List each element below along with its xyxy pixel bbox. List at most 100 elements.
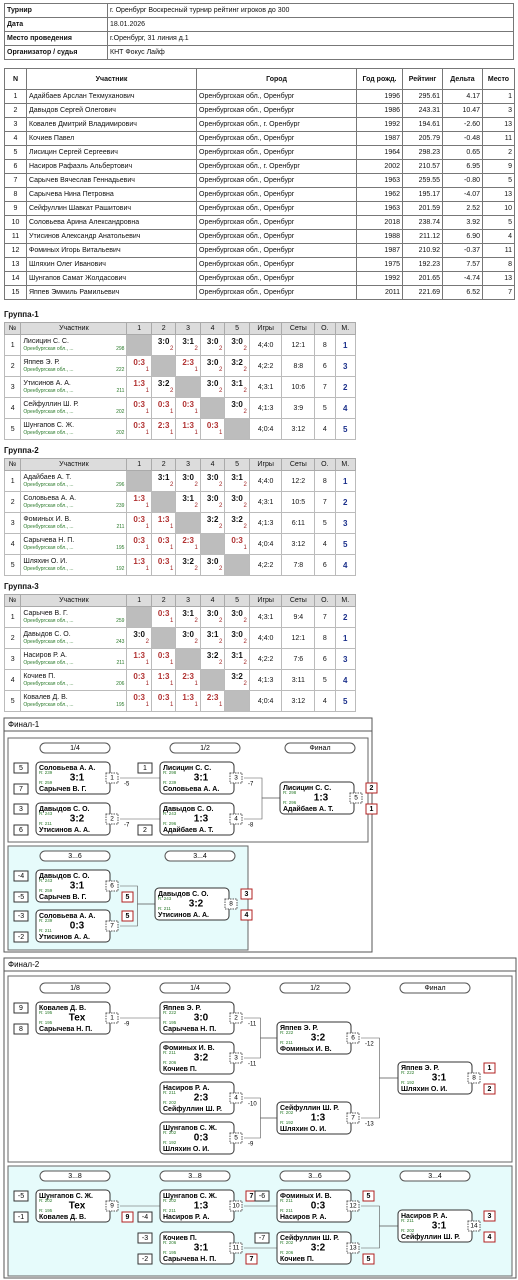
player-name: Сарычев В. Г. Оренбургская обл., ... 259 bbox=[20, 606, 128, 628]
result-cell: 3:2 2 bbox=[224, 512, 250, 534]
place: 4 bbox=[334, 554, 357, 576]
seed-box bbox=[13, 931, 29, 943]
result-cell: 1:3 1 bbox=[175, 418, 201, 440]
player-name: Утисинов А. А. bbox=[158, 912, 209, 919]
points: 2 bbox=[219, 346, 223, 352]
player-name: Давыдов С. О. Оренбургская обл., ... 243 bbox=[20, 627, 128, 649]
header-cell: Место bbox=[482, 68, 515, 90]
points: 2 bbox=[219, 566, 223, 572]
score: 0:3 bbox=[133, 358, 145, 367]
result-cell: 0:3 1 bbox=[150, 690, 177, 712]
result-cell: 3:2 2 bbox=[224, 355, 250, 377]
loser-destination: -12 bbox=[365, 1042, 374, 1048]
points: 1 bbox=[145, 660, 149, 666]
city-line: Оренбургская обл., ... 195 bbox=[23, 545, 124, 552]
row-number: 5 bbox=[3, 690, 22, 712]
player-cell: Оренбургская обл., Оренбург bbox=[196, 285, 357, 300]
score: 3:0 bbox=[182, 473, 194, 482]
final-title: Финал-2 bbox=[8, 960, 40, 969]
player-name: Сейфуллин Ш. Р. Оренбургская обл., ... 202 bbox=[20, 397, 128, 419]
player-name: Лисицин С. С. Оренбургская обл., ... 298 bbox=[20, 334, 128, 356]
row-number: 2 bbox=[3, 355, 22, 377]
result-cell: 3:0 2 bbox=[224, 606, 250, 628]
player-rating: R: 211 bbox=[280, 1040, 293, 1045]
points-total: 7 bbox=[314, 606, 336, 628]
rating: 195 bbox=[116, 545, 125, 551]
group-row: 4 Сейфуллин Ш. Р. Оренбургская обл., ... 20… bbox=[3, 397, 357, 419]
player-row: 5 Лисицин Сергей Сергеевич Оренбургская об… bbox=[4, 145, 515, 160]
result-cell: 1:3 1 bbox=[175, 690, 201, 712]
player-cell: 1992 bbox=[356, 271, 403, 286]
header-cell: 5 bbox=[224, 322, 250, 335]
player-row: 4 Кочиев Павел Оренбургская обл., Оренбург… bbox=[4, 131, 515, 146]
header-cell: 5 bbox=[224, 458, 250, 471]
match-score: 3:1 bbox=[70, 773, 85, 784]
seed: 7 bbox=[19, 786, 23, 793]
city: Оренбургская обл., ... bbox=[23, 639, 74, 645]
points: 2 bbox=[219, 618, 223, 624]
points: 2 bbox=[194, 346, 198, 352]
result-cell: 3:1 2 bbox=[224, 648, 250, 670]
points: 1 bbox=[145, 524, 149, 530]
rating: 192 bbox=[116, 566, 125, 572]
group-header: № Участник 1 2 3 4 5 Игры Сеты О. М. bbox=[3, 594, 357, 607]
seed: 5 bbox=[19, 765, 23, 772]
points: 1 bbox=[194, 702, 198, 708]
player-name: Яппев Э. Р. bbox=[401, 1065, 439, 1072]
player-name: Соловьева А. А. bbox=[39, 913, 95, 920]
points-total: 8 bbox=[314, 627, 336, 649]
city-line: Оренбургская обл., ... 202 bbox=[23, 409, 124, 416]
header-cell: Участник bbox=[20, 322, 128, 335]
result-cell: 1:3 1 bbox=[126, 376, 152, 398]
player-rating: R: 243 bbox=[158, 896, 172, 901]
place: 9 bbox=[126, 1214, 130, 1221]
place: 2 bbox=[488, 1086, 492, 1093]
rating: 259 bbox=[116, 618, 125, 624]
loser-destination: -11 bbox=[248, 1062, 257, 1068]
round-label: 1/2 bbox=[310, 985, 320, 992]
result-cell: 0:3 1 bbox=[175, 397, 201, 419]
place-box bbox=[362, 1190, 375, 1202]
player-cell: 298.23 bbox=[402, 145, 443, 160]
player-name: Давыдов С. О. bbox=[163, 806, 214, 813]
player-name: Фоминых И. В. bbox=[163, 1045, 215, 1052]
player-cell: 14 bbox=[4, 271, 27, 286]
round-head bbox=[39, 1170, 111, 1182]
name: Шляхин О. И. bbox=[23, 558, 68, 565]
header-cell: М. bbox=[334, 458, 357, 471]
score: 2:3 bbox=[206, 693, 219, 702]
group-row: 4 Кочиев П. Оренбургская обл., ... 206 0:3 1 1… bbox=[3, 669, 357, 691]
match-score: 2:3 bbox=[194, 1093, 209, 1104]
row-number: 5 bbox=[3, 418, 22, 440]
seed: 2 bbox=[143, 827, 147, 834]
score: 0:3 bbox=[182, 400, 194, 409]
player-rating: R: 206 bbox=[163, 1240, 177, 1245]
points: 2 bbox=[243, 346, 247, 352]
group-row: 3 Фоминых И. В. Оренбургская обл., ... 211 0… bbox=[3, 512, 357, 534]
player-cell: Оренбургская обл., Оренбург bbox=[196, 187, 357, 202]
header-cell: М. bbox=[334, 322, 357, 335]
score: 3:0 bbox=[231, 400, 243, 409]
player-cell: 11 bbox=[482, 243, 515, 258]
match-number: 7 bbox=[351, 1115, 355, 1122]
player-rating: R: 296 bbox=[283, 800, 297, 805]
player-name: Лисицин С. С. bbox=[283, 785, 331, 792]
info-label: Дата bbox=[4, 17, 108, 32]
round-label: 3...8 bbox=[188, 1173, 202, 1180]
seed-box bbox=[137, 824, 153, 836]
score: 2:3 bbox=[182, 358, 194, 367]
group-title: Группа-3 bbox=[4, 582, 39, 591]
points: 2 bbox=[170, 346, 174, 352]
info-row: Организатор / судья КНТ Фокус Лайф bbox=[4, 45, 514, 60]
row-number: 1 bbox=[3, 606, 22, 628]
round-head bbox=[164, 850, 236, 862]
score: 3:0 bbox=[231, 630, 243, 639]
player-cell: 6 bbox=[4, 159, 27, 174]
player-name: Фоминых И. В. bbox=[280, 1193, 332, 1200]
player-cell: -0.48 bbox=[442, 131, 483, 146]
round-label: Финал bbox=[424, 985, 445, 992]
city: Оренбургская обл., ... bbox=[23, 545, 74, 551]
player-cell: 1987 bbox=[356, 131, 403, 146]
player-name: Шляхин О. И. Оренбургская обл., ... 192 bbox=[20, 554, 128, 576]
city: Оренбургская обл., ... bbox=[23, 681, 74, 687]
